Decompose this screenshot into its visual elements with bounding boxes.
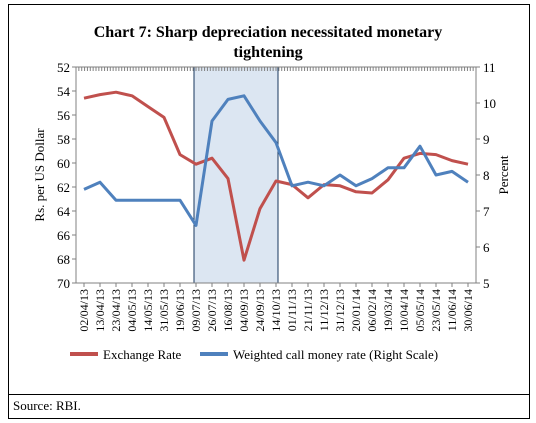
left-axis-tick-label: 70	[57, 276, 70, 291]
x-axis-tick-label: 24/09/13	[253, 289, 267, 332]
x-axis-tick-label: 14/10/13	[269, 289, 283, 332]
x-axis-tick-label: 04/09/13	[237, 289, 251, 332]
x-axis-tick-label: 02/04/13	[77, 289, 91, 332]
right-axis-tick-label: 11	[483, 60, 496, 75]
left-axis-tick-label: 66	[57, 228, 71, 243]
x-axis-tick-label: 01/11/13	[285, 289, 299, 331]
left-axis-tick-label: 52	[57, 60, 70, 75]
chart-title-line-1: Chart 7: Sharp depreciation necessitated…	[94, 24, 443, 41]
right-axis-tick-label: 6	[483, 240, 490, 255]
x-axis-tick-label: 23/04/13	[109, 289, 123, 332]
x-axis-tick-label: 11/12/13	[317, 289, 331, 331]
x-axis-tick-label: 13/04/13	[93, 289, 107, 332]
chart-title-line-2: tightening	[233, 44, 302, 61]
x-axis-tick-label: 23/05/14	[429, 289, 443, 332]
left-axis-tick-label: 68	[57, 252, 70, 267]
left-axis-tick-label: 64	[57, 204, 71, 219]
x-axis-tick-label: 31/12/13	[333, 289, 347, 332]
left-axis-tick-label: 56	[57, 108, 71, 123]
x-axis-tick-label: 31/05/13	[157, 289, 171, 332]
right-axis-title: Percent	[496, 155, 511, 194]
x-axis-tick-label: 26/07/13	[205, 289, 219, 332]
source-divider	[8, 394, 530, 395]
x-axis-tick-label: 10/04/14	[397, 289, 411, 332]
x-axis-tick-label: 06/02/14	[365, 289, 379, 332]
x-axis-tick-label: 14/05/13	[141, 289, 155, 332]
left-axis-tick-label: 54	[57, 84, 71, 99]
chart-frame	[8, 4, 530, 419]
x-axis-tick-label: 30/06/14	[461, 289, 475, 332]
legend-label-call-money: Weighted call money rate (Right Scale)	[233, 347, 438, 362]
left-axis-tick-label: 60	[57, 156, 70, 171]
x-axis-tick-label: 19/03/14	[381, 289, 395, 332]
x-axis-tick-label: 16/08/13	[221, 289, 235, 332]
left-axis-tick-label: 58	[57, 132, 70, 147]
right-axis-tick-label: 8	[483, 168, 490, 183]
call-money-rate-line	[83, 94, 469, 227]
source-note: Source: RBI.	[13, 398, 81, 413]
x-axis-tick-label: 21/11/13	[301, 289, 315, 331]
x-axis-tick-label: 04/05/13	[125, 289, 139, 332]
left-axis-tick-label: 62	[57, 180, 70, 195]
right-axis-tick-label: 7	[483, 204, 490, 219]
x-axis-tick-label: 05/05/14	[413, 289, 427, 332]
highlight-period-box	[193, 66, 279, 284]
exchange-rate-line	[83, 90, 469, 262]
right-axis-tick-label: 9	[483, 132, 490, 147]
x-axis-tick-label: 11/06/14	[445, 289, 459, 331]
x-axis-tick-label: 20/01/14	[349, 289, 363, 332]
legend-label-exchange-rate: Exchange Rate	[103, 347, 182, 362]
right-axis-tick-label: 5	[483, 276, 490, 291]
left-axis-title: Rs. per US Dollar	[32, 128, 47, 222]
right-axis-tick-label: 10	[483, 96, 496, 111]
x-axis-tick-label: 19/06/13	[173, 289, 187, 332]
x-axis-tick-label: 09/07/13	[189, 289, 203, 332]
